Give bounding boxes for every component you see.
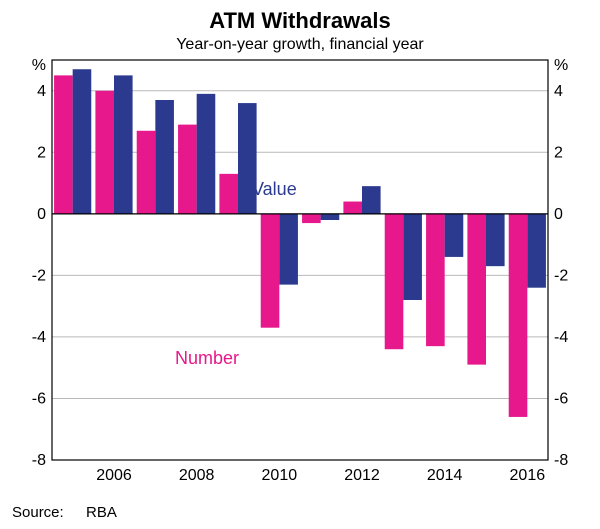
svg-text:-4: -4 [32,329,46,346]
svg-text:0: 0 [37,206,46,223]
svg-text:2012: 2012 [344,467,380,484]
chart-plot: -8 -8 -6 -6 -4 -4 -2 -2 0 0 2 2 4 4%% 2006 2008 2010 2012… [0,0,600,529]
source-line: Source: RBA [12,504,117,521]
svg-text:Value: Value [252,179,297,199]
svg-text:-4: -4 [554,329,568,346]
svg-text:%: % [32,57,46,74]
svg-text:-6: -6 [32,390,46,407]
source-label: Source: [12,504,64,521]
svg-text:2: 2 [37,144,46,161]
svg-text:2006: 2006 [96,467,132,484]
svg-text:-8: -8 [554,452,568,469]
svg-text:2016: 2016 [510,467,546,484]
svg-text:%: % [554,57,568,74]
svg-text:4: 4 [554,83,563,100]
svg-text:2008: 2008 [179,467,215,484]
svg-text:-2: -2 [32,267,46,284]
svg-text:2: 2 [554,144,563,161]
svg-text:-2: -2 [554,267,568,284]
svg-text:Number: Number [175,348,239,368]
svg-text:2014: 2014 [427,467,463,484]
chart-container: ATM Withdrawals Year-on-year growth, fin… [0,0,600,529]
svg-text:-8: -8 [32,452,46,469]
source-value: RBA [86,504,117,521]
svg-text:0: 0 [554,206,563,223]
svg-text:-6: -6 [554,390,568,407]
svg-text:4: 4 [37,83,46,100]
svg-text:2010: 2010 [262,467,298,484]
